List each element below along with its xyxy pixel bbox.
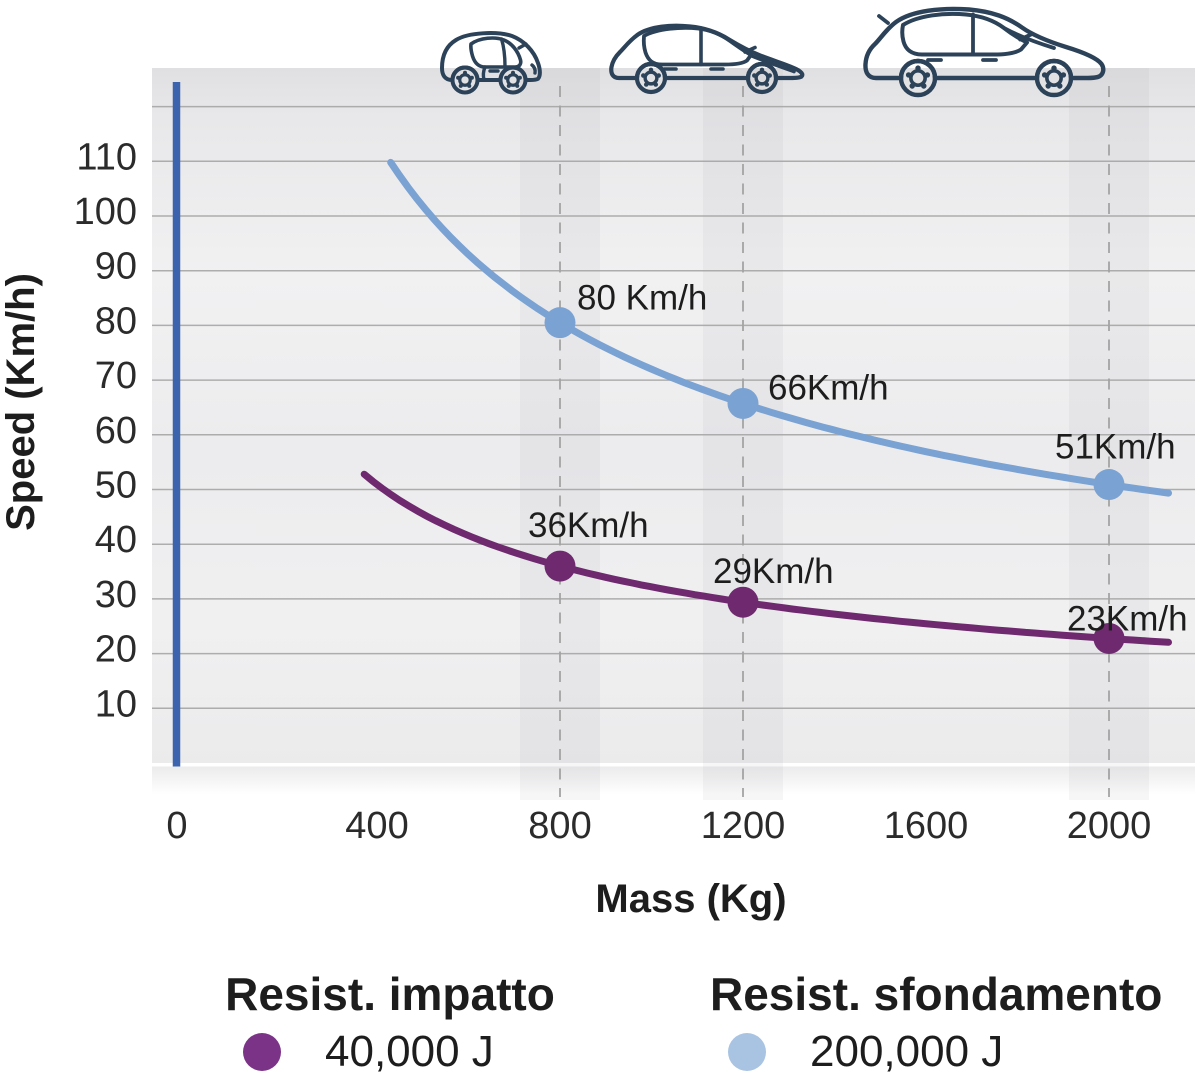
hatchback-car-icon	[609, 23, 805, 95]
plot-area	[152, 68, 1195, 763]
data-point-marker	[1093, 622, 1125, 654]
x-tick-label: 800	[528, 805, 591, 847]
impatto-dot-icon	[243, 1033, 281, 1071]
x-tick-label: 0	[166, 805, 187, 847]
legend-title-sfondamento: Resist. sfondamento	[710, 968, 1163, 1020]
x-tick-label: 2000	[1067, 805, 1152, 847]
legend-value-impatto: 40,000 J	[325, 1027, 494, 1076]
x-tick-label: 400	[345, 805, 408, 847]
plot-shadow	[152, 766, 1195, 795]
data-point-label: 36Km/h	[528, 506, 649, 545]
x-axis-tick-labels: 0 400 800 1200 1600 2000	[166, 805, 1151, 847]
horizontal-gridlines	[152, 105, 1195, 710]
legend-item-impatto: Resist. impatto 40,000 J	[225, 968, 555, 1076]
data-point-marker	[727, 387, 759, 419]
legend-row-sfondamento: 200,000 J	[710, 1027, 1135, 1076]
small-city-car-icon	[440, 31, 542, 95]
legend-title-impatto: Resist. impatto	[225, 968, 555, 1020]
y-axis-title: Speed (Km/h)	[0, 273, 43, 531]
y-axis-tick-labels: 10 20 30 40 50 60 70 80 90 100 110	[74, 136, 137, 725]
data-point-label: 66Km/h	[768, 368, 889, 407]
series-curves	[360, 158, 1172, 646]
legend: Resist. impatto 40,000 J Resist. sfondam…	[0, 970, 1200, 1084]
data-point-labels: 36Km/h 29Km/h 23Km/h 80 Km/h 66Km/h 51Km/h	[528, 279, 1188, 639]
data-point-label: 29Km/h	[713, 552, 834, 591]
data-point-marker	[544, 550, 576, 582]
data-point-marker	[727, 586, 759, 618]
suv-car-icon	[863, 6, 1106, 98]
y-tick-label: 90	[95, 246, 137, 288]
y-tick-label: 100	[74, 191, 137, 233]
data-point-label: 51Km/h	[1055, 428, 1176, 467]
curve-resist-impatto	[360, 470, 1172, 646]
data-point-label: 80 Km/h	[577, 279, 707, 318]
y-tick-label: 30	[95, 574, 137, 616]
y-tick-label: 50	[95, 465, 137, 507]
data-points	[544, 307, 1125, 654]
y-tick-label: 80	[95, 300, 137, 342]
data-point-marker	[544, 307, 576, 339]
y-tick-label: 60	[95, 410, 137, 452]
car-icons	[440, 6, 1106, 98]
y-tick-label: 20	[95, 629, 137, 671]
x-axis-title: Mass (Kg)	[595, 877, 786, 921]
x-tick-label: 1600	[884, 805, 969, 847]
data-point-label: 23Km/h	[1067, 599, 1188, 638]
legend-item-sfondamento: Resist. sfondamento 200,000 J	[710, 968, 1163, 1076]
data-point-marker	[1093, 469, 1125, 501]
legend-row-impatto: 40,000 J	[225, 1027, 555, 1076]
x-tick-label: 1200	[701, 805, 786, 847]
dashed-mass-guides	[559, 86, 1110, 797]
y-tick-label: 110	[76, 136, 137, 178]
y-tick-label: 40	[95, 519, 137, 561]
sfondamento-dot-icon	[728, 1033, 766, 1071]
y-tick-label: 70	[95, 355, 137, 397]
y-tick-label: 10	[95, 683, 137, 725]
curve-resist-sfondamento	[387, 158, 1172, 497]
legend-value-sfondamento: 200,000 J	[810, 1027, 1004, 1076]
